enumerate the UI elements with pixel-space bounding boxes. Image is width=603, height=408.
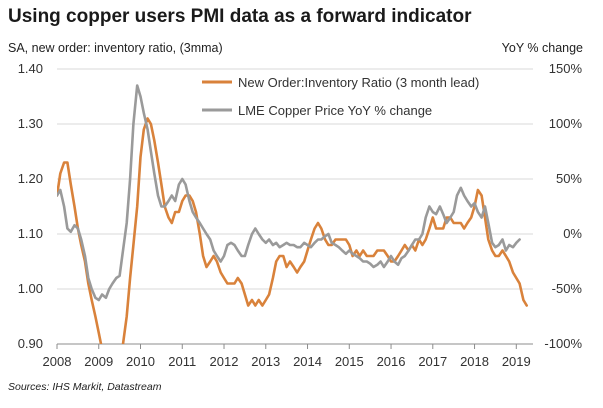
x-tick-label: 2013 [251, 354, 280, 369]
y-tick-label-right: 100% [549, 116, 583, 131]
y-tick-label-left: 1.30 [18, 116, 43, 131]
x-tick-label: 2011 [168, 354, 196, 369]
legend-label-ratio: New Order:Inventory Ratio (3 month lead) [238, 75, 479, 90]
y-tick-label-right: 150% [549, 61, 583, 76]
x-tick-label: 2017 [418, 354, 447, 369]
series-line-copper [57, 84, 521, 302]
x-tick-label: 2019 [502, 354, 531, 369]
x-tick-label: 2010 [126, 354, 155, 369]
y-tick-label-left: 1.40 [18, 61, 43, 76]
legend-label-copper: LME Copper Price YoY % change [238, 103, 432, 118]
y-tick-label-left: 1.20 [18, 171, 43, 186]
y-tick-label-right: -50% [552, 281, 583, 296]
source-note: Sources: IHS Markit, Datastream [8, 381, 162, 393]
y-tick-label-left: 1.10 [18, 226, 43, 241]
chart-title: Using copper users PMI data as a forward… [8, 6, 472, 27]
x-tick-label: 2008 [43, 354, 72, 369]
y-tick-label-left: 1.00 [18, 281, 43, 296]
x-tick-label: 2012 [210, 354, 239, 369]
y-tick-label-right: -100% [544, 336, 582, 351]
x-tick-label: 2018 [460, 354, 489, 369]
y-tick-label-right: 0% [563, 226, 582, 241]
left-axis-caption: SA, new order: inventory ratio, (3mma) [8, 41, 223, 55]
x-tick-label: 2016 [377, 354, 406, 369]
x-tick-label: 2009 [84, 354, 113, 369]
y-tick-label-right: 50% [556, 171, 582, 186]
y-tick-label-left: 0.90 [18, 336, 43, 351]
x-tick-label: 2015 [335, 354, 364, 369]
right-axis-caption: YoY % change [501, 41, 583, 55]
series-line-ratio [57, 117, 528, 344]
x-tick-label: 2014 [293, 354, 322, 369]
